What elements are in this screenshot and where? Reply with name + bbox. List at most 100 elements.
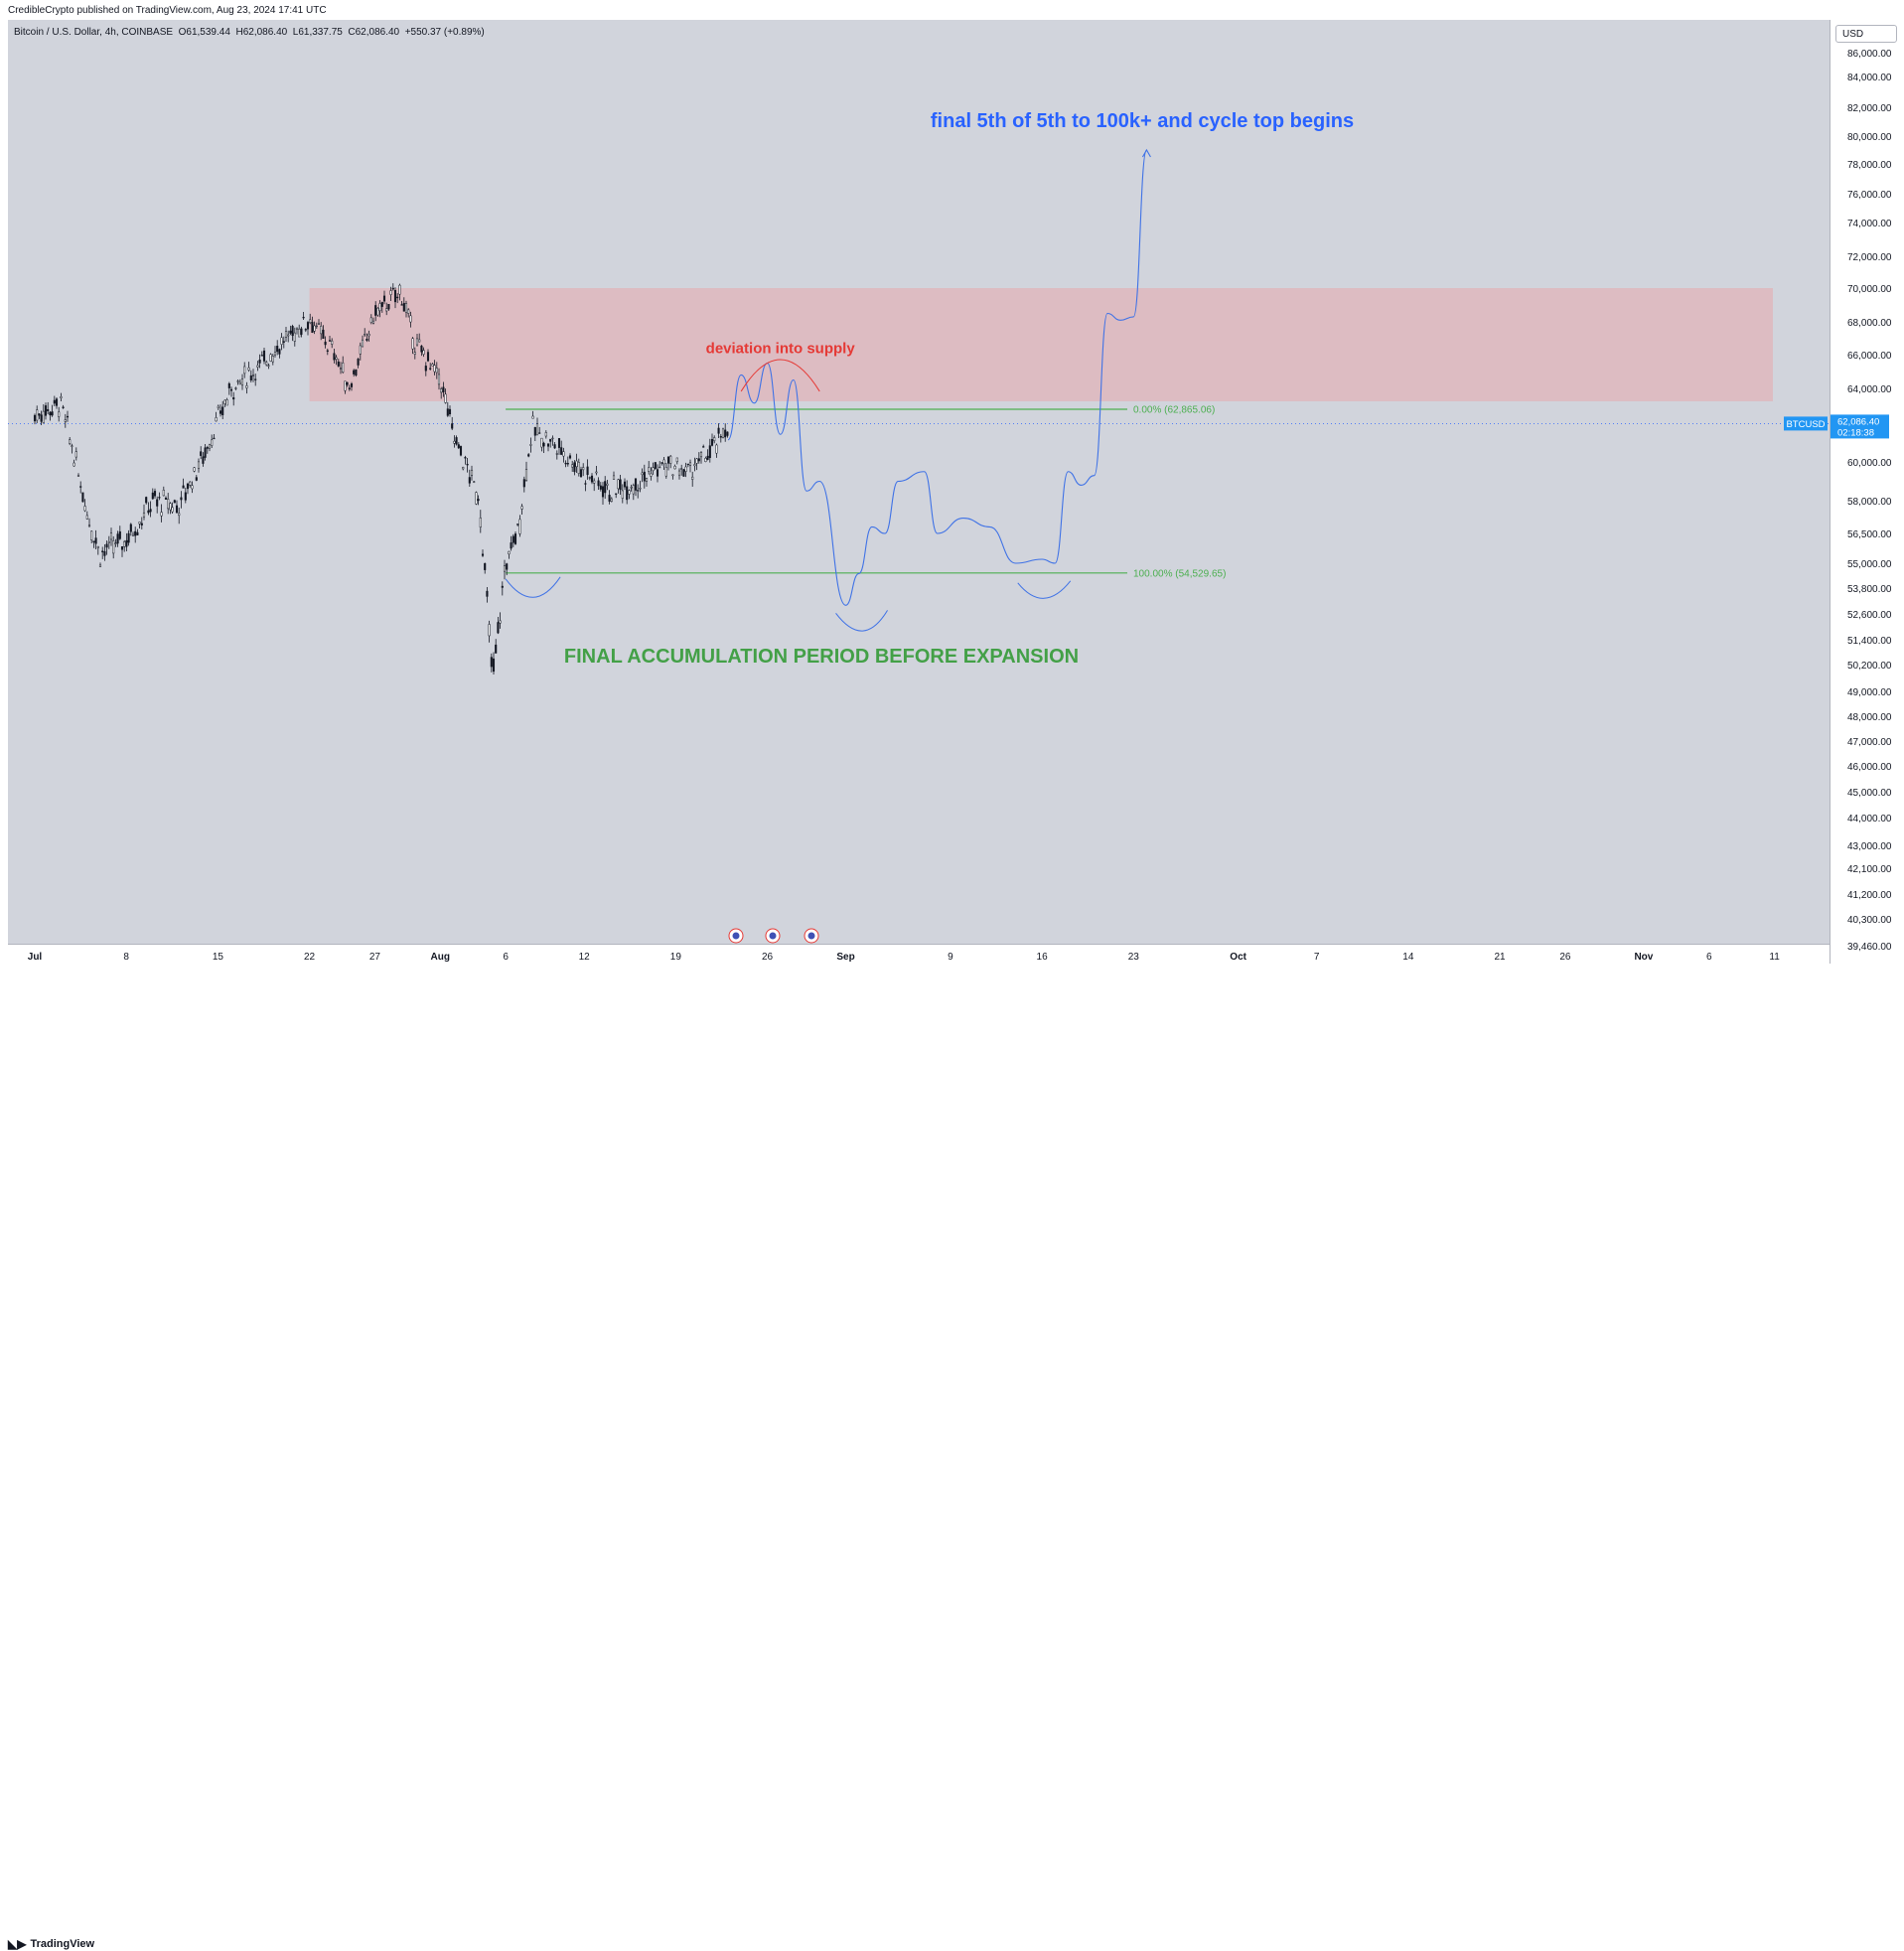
candle-body — [311, 322, 314, 333]
candle-body — [90, 530, 93, 541]
candle-body — [634, 478, 638, 491]
candle-body — [490, 657, 493, 668]
candle-body — [109, 532, 113, 540]
time-axis[interactable] — [8, 944, 1830, 965]
candle-body — [411, 338, 414, 350]
candle-body — [520, 506, 523, 510]
candle-body — [479, 518, 482, 527]
accumulation-arc — [1017, 580, 1072, 599]
candle-body — [60, 396, 63, 398]
candle-body — [429, 368, 432, 370]
candle-body — [225, 399, 228, 406]
candle-body — [448, 408, 452, 415]
chart-plot-area[interactable] — [8, 20, 1830, 964]
candle-body — [238, 381, 241, 384]
candle-body — [499, 620, 502, 624]
publisher-caption: CredibleCrypto published on TradingView.… — [8, 5, 327, 16]
x-tick-label: 21 — [1494, 952, 1506, 963]
candle-body — [267, 365, 270, 367]
candle-body — [282, 341, 285, 343]
y-tick-label: 40,300.00 — [1847, 915, 1892, 926]
candle-body — [344, 380, 347, 391]
candle-body — [160, 512, 163, 517]
candle-body — [468, 477, 471, 484]
candle-body — [317, 323, 321, 325]
y-tick-label: 47,000.00 — [1847, 737, 1892, 748]
candle-body — [457, 444, 460, 449]
fib-level-label: 0.00% (62,865.06) — [1133, 404, 1215, 415]
candle-body — [291, 326, 294, 337]
candle-body — [422, 350, 425, 355]
candle-body — [158, 497, 161, 499]
x-tick-label: 26 — [762, 952, 774, 963]
tradingview-logo-icon: ◣▶ — [8, 1937, 27, 1951]
y-tick-label: 46,000.00 — [1847, 762, 1892, 773]
candle-body — [597, 480, 600, 487]
candle-body — [626, 486, 629, 501]
candle-body — [324, 341, 327, 346]
candle-body — [350, 383, 354, 387]
candle-body — [619, 479, 622, 491]
candle-body — [415, 338, 419, 346]
candle-body — [287, 334, 290, 337]
y-tick-label: 44,000.00 — [1847, 814, 1892, 825]
candle-body — [331, 340, 334, 345]
candle-body — [593, 480, 596, 484]
candle-body — [127, 532, 130, 543]
candle-body — [389, 290, 392, 295]
y-tick-label: 60,000.00 — [1847, 458, 1892, 469]
candle-body — [236, 380, 239, 382]
y-tick-label: 52,600.00 — [1847, 610, 1892, 621]
candle-body — [64, 419, 67, 422]
candle-body — [357, 359, 360, 366]
candle-body — [284, 331, 288, 338]
candle-body — [129, 524, 132, 532]
candle-body — [442, 386, 445, 393]
x-tick-label: Jul — [28, 952, 43, 963]
candle-body — [524, 469, 528, 481]
open-label: O — [178, 27, 187, 38]
candle-body — [553, 444, 556, 449]
candle-body — [361, 339, 365, 348]
candle-body — [55, 398, 59, 406]
supply-zone — [309, 288, 1773, 401]
candle-body — [606, 483, 609, 486]
price-axis[interactable] — [1830, 20, 1904, 964]
candle-body — [171, 507, 174, 513]
candle-body — [601, 486, 605, 498]
candle-body — [717, 427, 720, 434]
candle-body — [724, 429, 727, 438]
candle-body — [200, 451, 203, 456]
candle-body — [378, 303, 381, 312]
price-tag-bg — [1831, 414, 1889, 439]
candle-body — [466, 463, 469, 466]
candle-body — [173, 500, 176, 504]
y-tick-label: 42,100.00 — [1847, 864, 1892, 875]
candle-body — [431, 364, 434, 367]
change-value: +550.37 (+0.89%) — [404, 27, 485, 38]
x-tick-label: 6 — [503, 952, 509, 963]
candle-body — [369, 317, 372, 323]
candle-body — [223, 399, 226, 404]
candle-body — [355, 369, 358, 375]
candle-body — [470, 469, 474, 476]
candle-body — [167, 499, 170, 510]
candle-body — [53, 399, 56, 404]
y-tick-label: 72,000.00 — [1847, 252, 1892, 263]
candle-body — [481, 553, 485, 556]
candle-body — [680, 468, 683, 470]
candle-body — [304, 329, 307, 331]
ticker-tag-bg — [1784, 416, 1828, 431]
candle-body — [387, 304, 390, 310]
x-tick-label: 11 — [1769, 952, 1780, 963]
candle-body — [280, 337, 283, 345]
currency-selector[interactable]: USD — [1835, 25, 1897, 43]
fib-level-label: 100.00% (54,529.65) — [1133, 568, 1226, 579]
candle-body — [513, 533, 517, 544]
close-value: 62,086.40 — [355, 27, 400, 38]
candle-body — [462, 467, 465, 470]
candle-body — [169, 503, 172, 511]
candle-body — [73, 462, 75, 467]
candle-body — [38, 413, 41, 416]
x-tick-label: Nov — [1634, 952, 1653, 963]
